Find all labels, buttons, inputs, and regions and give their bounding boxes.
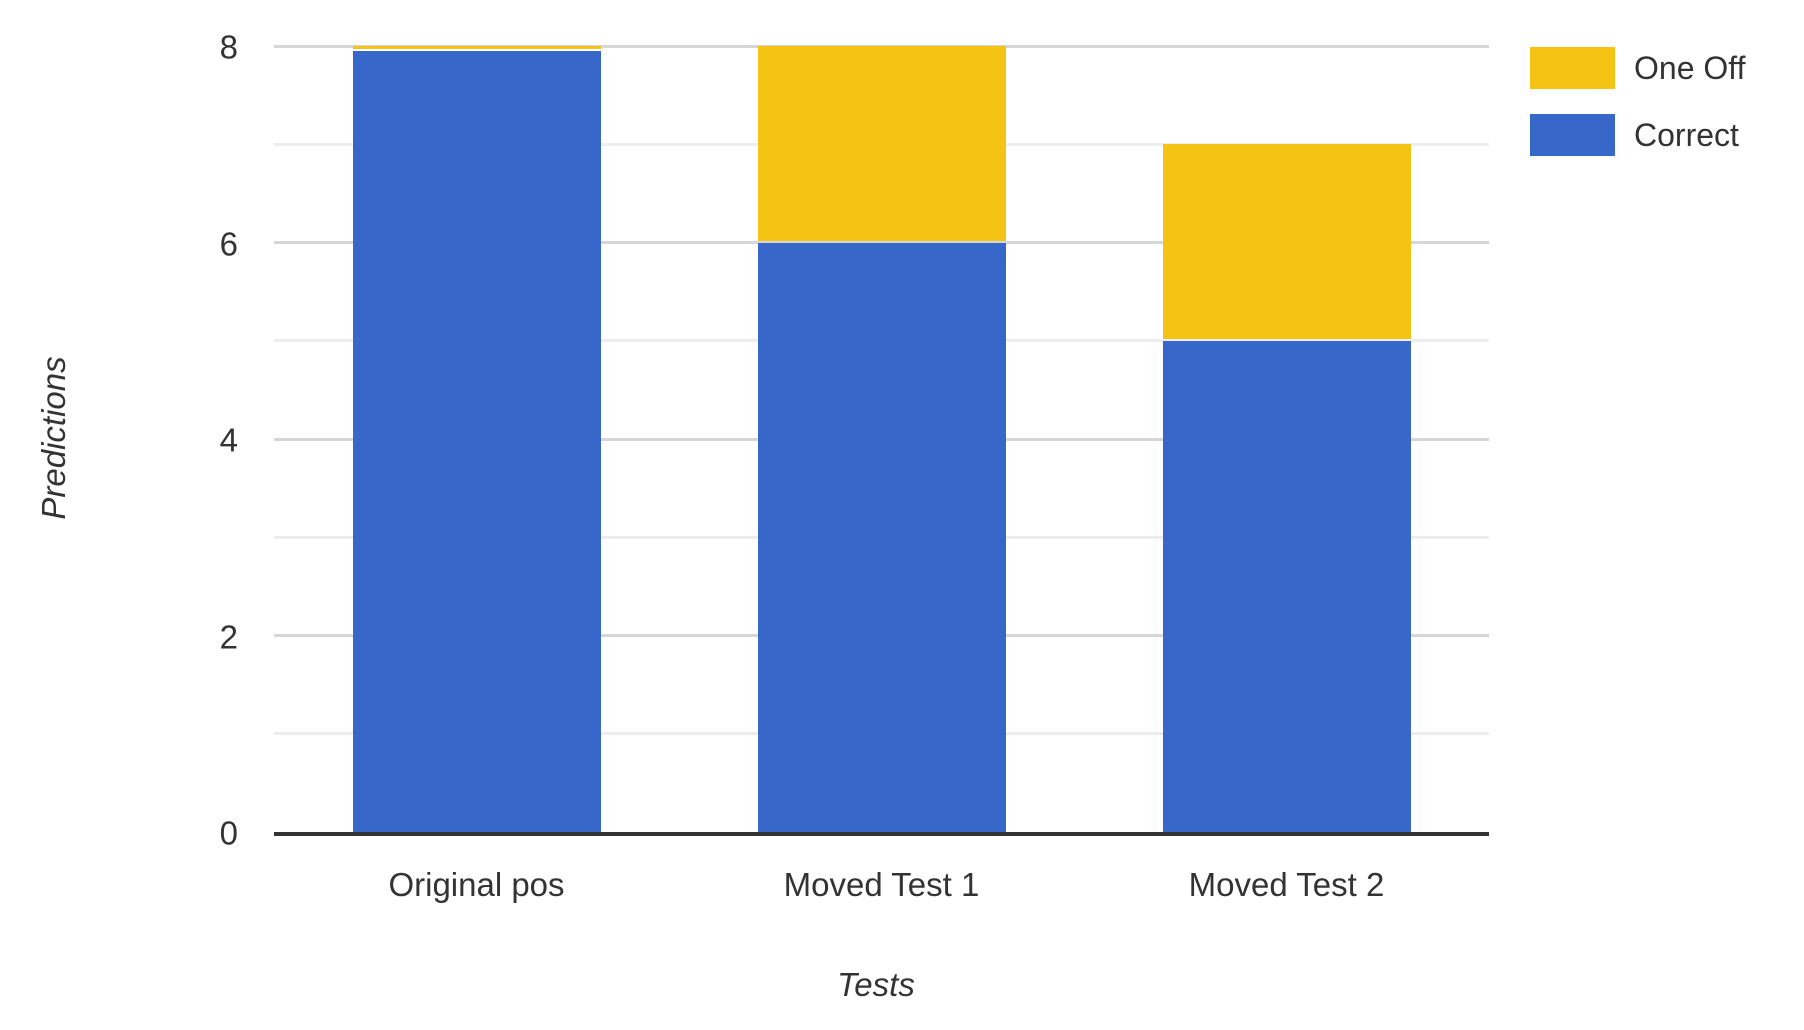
legend-swatch-one-off	[1530, 47, 1615, 89]
bar-segment-correct[interactable]	[352, 51, 601, 832]
x-axis-line	[274, 832, 1489, 836]
x-category-label: Moved Test 2	[1188, 866, 1385, 903]
plot-area	[274, 44, 1489, 836]
legend: One Off Correct	[1530, 47, 1745, 181]
bar-segment-correct[interactable]	[757, 242, 1006, 832]
y-tick-label: 6	[219, 225, 238, 262]
y-tick-label: 8	[219, 28, 238, 66]
bar-segment-one-off[interactable]	[757, 46, 1006, 241]
x-category-label: Original pos	[388, 866, 565, 903]
y-axis-title: Predictions	[35, 356, 72, 520]
bar-column-3[interactable]	[1162, 144, 1411, 832]
legend-item-correct[interactable]: Correct	[1530, 114, 1745, 156]
y-tick-label: 0	[219, 814, 238, 852]
y-tick-label: 2	[219, 618, 238, 655]
legend-item-one-off[interactable]: One Off	[1530, 47, 1745, 89]
x-axis-title: Tests	[837, 966, 915, 1003]
legend-label: Correct	[1634, 116, 1739, 153]
bar-segment-one-off[interactable]	[1162, 144, 1411, 339]
bar-segment-one-off[interactable]	[352, 46, 601, 49]
x-category-label: Moved Test 1	[783, 866, 980, 903]
bar-column-1[interactable]	[352, 46, 601, 832]
y-tick-label: 4	[219, 421, 238, 459]
legend-label: One Off	[1634, 49, 1746, 86]
bar-segment-correct[interactable]	[1162, 340, 1411, 832]
bar-column-2[interactable]	[757, 46, 1006, 832]
legend-swatch-correct	[1530, 114, 1615, 156]
